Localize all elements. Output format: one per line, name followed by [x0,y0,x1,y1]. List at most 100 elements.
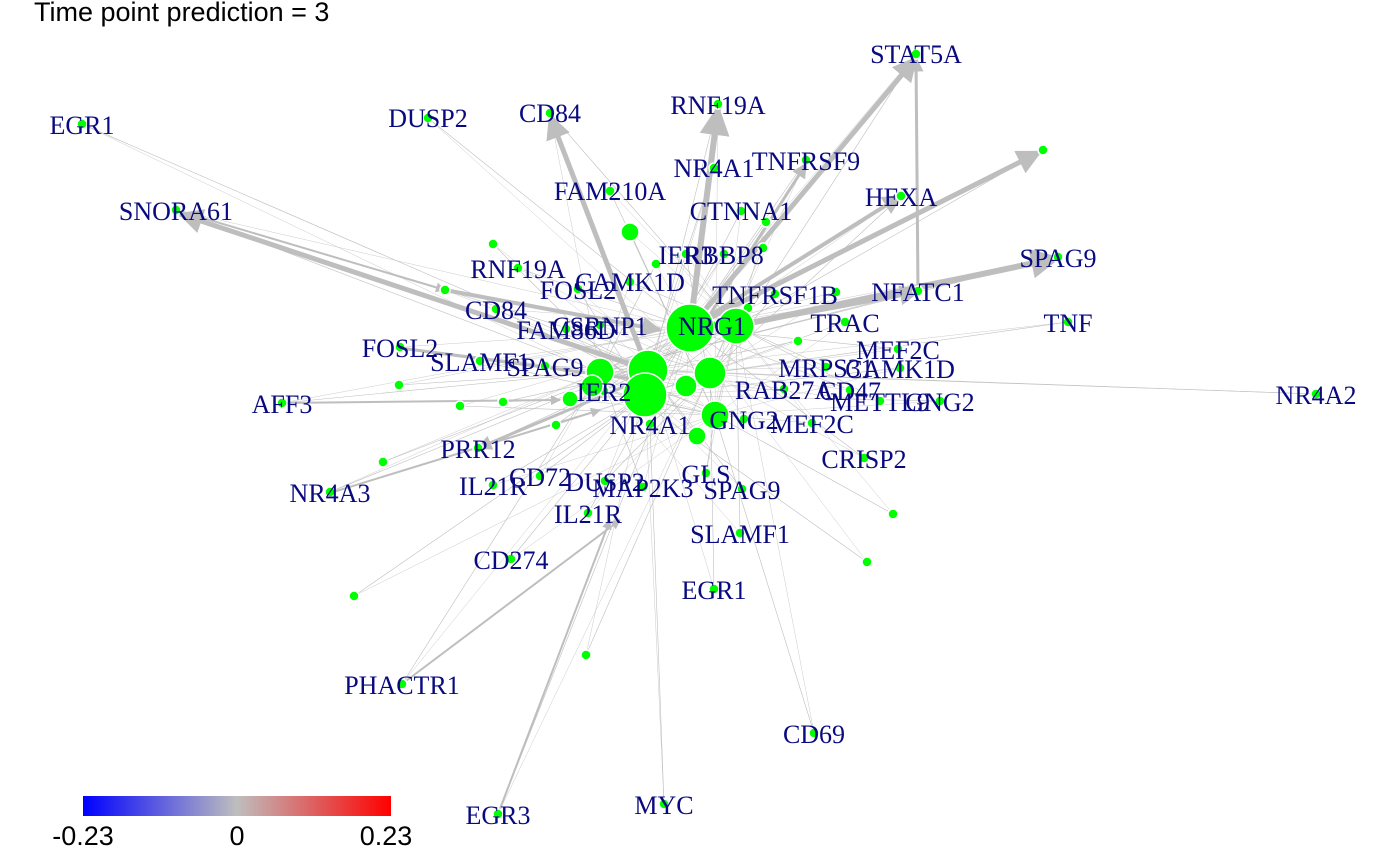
gene-node [844,384,856,396]
gene-label: GNG2 [709,406,778,435]
gene-label: CD84 [465,296,527,325]
gene-label: CD69 [783,720,845,749]
network-edge [644,394,665,805]
gene-label: CD84 [519,99,581,128]
gene-node [1062,316,1074,328]
network-edge [281,327,691,404]
network-edge [735,325,881,402]
gene-label: CD274 [473,546,548,575]
network-edge [353,414,716,597]
gene-label: RNF19A [670,91,766,120]
gene-node [800,154,812,166]
network-edge [427,117,691,329]
network-edge [398,371,601,387]
gene-label: METTL9 [830,388,930,417]
network-edge [647,369,1317,395]
gene-node [839,316,851,328]
gene-node [534,470,546,482]
gene-node [276,397,288,409]
gene-node [778,383,790,395]
gene-node [830,286,842,298]
gene-node [76,118,88,130]
gene-label: SLAMF1 [430,348,530,377]
gene-node [490,303,502,315]
network-edge [497,519,612,815]
gene-label: CTNNA1 [690,197,793,226]
network-edge [353,394,646,597]
gene-label: FOSL2 [362,334,439,363]
network-edge [629,281,737,327]
gene-node [505,553,517,565]
gene-node [892,343,904,355]
network-edge [735,325,815,734]
gene-label: GNG2 [905,388,974,417]
network-edge [714,414,813,425]
chart-title: Time point prediction = 3 [34,0,329,27]
network-edge [689,159,807,329]
gene-node [377,456,389,468]
network-edge [735,325,742,534]
gene-node [560,323,572,335]
gene-node [170,204,182,216]
gene-node [624,276,636,288]
gene-label: CD47 [819,377,881,406]
gene-label: CAMK1D [575,268,685,297]
gene-label: AFF3 [252,390,313,419]
gene-node [599,475,611,487]
gene-label: MAP2K3 [592,474,693,503]
gene-label: NR4A3 [290,479,371,508]
node-layer [76,48,1322,820]
gene-node [396,678,408,690]
gene-node [895,190,907,202]
network-edge [585,369,649,656]
gene-node [700,467,712,479]
gene-label: SNORA61 [119,197,233,226]
gene-label: RNF19A [470,255,566,284]
gene-node [582,507,594,519]
gene-label: TRAC [810,309,879,338]
gene-label: PRR12 [440,435,515,464]
network-edge [735,325,813,424]
gene-label: EGR1 [682,576,747,605]
gene-label: PHACTR1 [344,671,460,700]
gene-node [708,583,720,595]
network-edge [714,367,901,416]
gene-node [1037,144,1049,156]
network-edge [281,395,561,406]
network-edge [81,123,649,371]
network-edge [644,103,719,396]
gene-label: NRG1 [678,312,746,341]
label-layer: EGR1 DUSP2 CD84 RNF19A STAT5A SNORA61 FAM210A N… [50,40,1357,830]
network-edge [709,372,851,391]
network-edge [689,327,865,459]
gene-label: HEXA [865,183,937,212]
network-edge [688,194,903,330]
gene-label: SPAG9 [703,476,780,505]
gene-node [439,284,451,296]
gene-node [422,112,434,124]
gene-node [934,395,946,407]
gene-node [544,107,556,119]
network-edge [709,291,837,374]
gene-node [658,798,670,810]
network-edge [546,113,651,371]
network-edge [398,327,691,386]
network-edge [585,372,711,656]
gene-label: IL21R [554,500,623,529]
gene-label: CD72 [509,463,571,492]
gene-node [580,374,604,398]
network-edge [281,371,601,405]
gene-label: NFATC1 [871,278,964,307]
network-edge [688,149,1043,331]
gene-label: EGR1 [50,111,115,140]
network-edge [549,112,601,373]
network-edge [444,288,662,337]
gene-label: DUSP2 [565,468,644,497]
gene-label: FAM86D [516,316,615,345]
gene-node [734,527,746,539]
gene-node [650,258,662,270]
color-scale-bar [83,796,391,816]
gene-node [622,372,668,418]
gene-label: TNFRSF1B [712,281,838,310]
